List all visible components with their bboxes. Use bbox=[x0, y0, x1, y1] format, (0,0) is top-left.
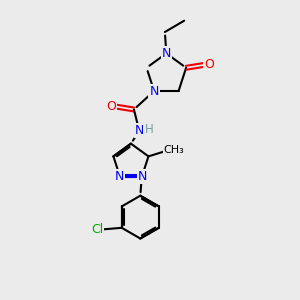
Text: N: N bbox=[115, 170, 124, 184]
Text: N: N bbox=[135, 124, 144, 137]
Text: N: N bbox=[149, 85, 159, 98]
Text: N: N bbox=[138, 170, 147, 184]
Text: O: O bbox=[106, 100, 116, 113]
Text: Cl: Cl bbox=[91, 223, 104, 236]
Text: N: N bbox=[162, 47, 171, 60]
Text: H: H bbox=[144, 123, 153, 136]
Text: CH₃: CH₃ bbox=[164, 145, 184, 154]
Text: O: O bbox=[204, 58, 214, 71]
